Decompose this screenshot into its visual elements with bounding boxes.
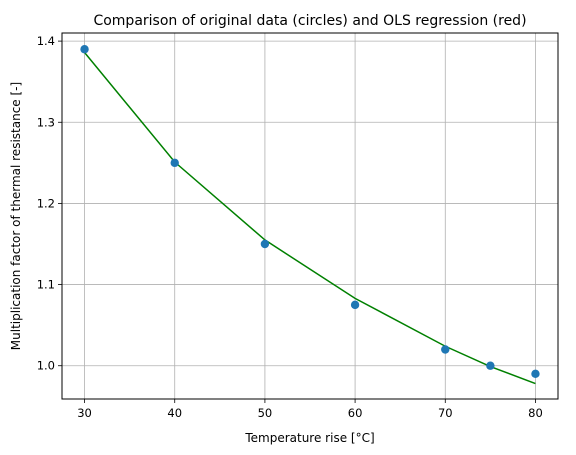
- y-tick-label: 1.3: [37, 115, 55, 129]
- plot-area: [80, 45, 540, 385]
- x-axis-label: Temperature rise [°C]: [244, 431, 374, 445]
- y-tick-label: 1.1: [37, 278, 55, 292]
- y-tick-label: 1.2: [37, 196, 55, 210]
- x-tick-label: 50: [258, 406, 273, 420]
- data-point: [80, 45, 89, 54]
- y-tick-label: 1.4: [37, 34, 55, 48]
- x-tick-label: 30: [77, 406, 92, 420]
- chart-title: Comparison of original data (circles) an…: [93, 13, 526, 29]
- data-point: [350, 300, 360, 310]
- data-point: [486, 361, 495, 370]
- x-tick-label: 60: [348, 406, 363, 420]
- data-point: [531, 369, 540, 379]
- x-tick-label: 80: [528, 406, 543, 420]
- x-tick-label: 70: [438, 406, 453, 420]
- data-point: [441, 345, 450, 354]
- x-tick-label: 40: [167, 406, 182, 420]
- plot-frame: [61, 32, 559, 400]
- data-point: [170, 158, 179, 168]
- y-tick-label: 1.0: [37, 359, 55, 373]
- ticks: 30 40 50 60 70 80 1.0 1.1 1.2 1.3 1.4: [37, 34, 543, 420]
- grid: [62, 33, 558, 399]
- data-point: [260, 239, 270, 249]
- y-axis-label: Multiplication factor of thermal resista…: [9, 82, 23, 350]
